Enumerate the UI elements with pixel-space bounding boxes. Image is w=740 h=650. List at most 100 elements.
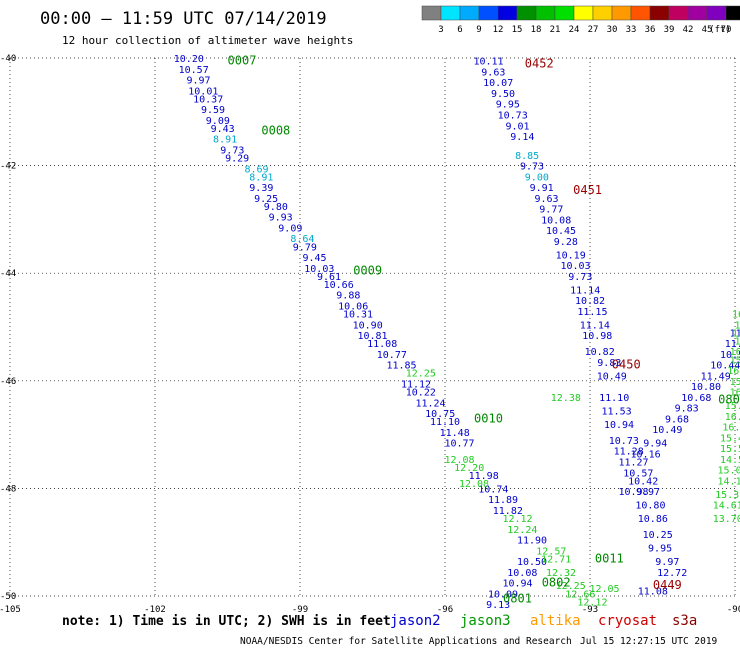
wave-height-point: 11.27	[618, 458, 648, 469]
wave-height-point: 14.57	[720, 455, 740, 466]
wave-height-point: 10.94	[604, 420, 634, 431]
wave-height-point: 9.95	[648, 544, 672, 555]
legend-item-altika: altika	[530, 613, 581, 629]
pass-label: 0801	[503, 592, 532, 606]
colorbar-tick-label: 21	[550, 25, 561, 35]
wave-height-point: 9.91	[530, 183, 554, 194]
colorbar-tick-label: 45	[702, 25, 713, 35]
wave-height-point: 10.68	[681, 393, 711, 404]
wave-height-point: 9.77	[539, 205, 563, 216]
colorbar-swatch	[668, 5, 689, 21]
colorbar-tick-label: 3	[438, 25, 443, 35]
wave-height-point: 9.45	[302, 253, 326, 264]
wave-height-point: 10.37	[193, 94, 223, 105]
wave-height-point: 12.08	[459, 479, 489, 490]
wave-height-point: 10.49	[597, 371, 627, 382]
wave-height-point: 11.90	[517, 536, 547, 547]
colorbar-tick-label: 36	[645, 25, 656, 35]
wave-height-point: 10.19	[556, 250, 586, 261]
wave-height-point: 9.73	[220, 145, 244, 156]
wave-height-point: 9.01	[505, 121, 529, 132]
wave-height-point: 9.61	[317, 272, 341, 283]
plot-grid	[9, 57, 736, 597]
x-tick-label: -96	[437, 605, 453, 615]
wave-height-point: 15.99	[725, 401, 740, 412]
colorbar-swatch	[611, 5, 632, 21]
wave-height-point: 12.38	[551, 393, 581, 404]
wave-height-point: 10.77	[444, 439, 474, 450]
wave-height-point: 16.66	[725, 412, 740, 423]
wave-height-point: 9.68	[665, 414, 689, 425]
wave-height-point: 10.82	[575, 296, 605, 307]
wave-height-point: 14.19	[718, 476, 740, 487]
colorbar-swatch	[573, 5, 594, 21]
wave-height-point: 10.73	[498, 110, 528, 121]
wave-height-point: 10.11	[473, 57, 503, 68]
pass-label: 0011	[595, 551, 624, 565]
wave-height-point: 10.49	[652, 425, 682, 436]
colorbar-tick-label: 24	[569, 25, 580, 35]
wave-height-point: 10.03	[304, 264, 334, 275]
wave-height-point: 11.24	[415, 398, 445, 409]
pass-label: 0009	[353, 264, 382, 278]
pass-label: 0007	[228, 54, 257, 68]
color-bar: 3 6 9 12 15 18 21 24 27 30 33 36 39 42 45 70(ft)	[421, 5, 740, 35]
wave-height-point: 8.85	[515, 151, 539, 162]
colorbar-swatch	[630, 5, 651, 21]
wave-height-point: 11.43	[725, 339, 740, 350]
wave-height-point: 9.79	[293, 242, 317, 253]
wave-height-point: 12.20	[454, 463, 484, 474]
x-tick-label: -99	[292, 605, 308, 615]
colorbar-tick-label: 39	[664, 25, 675, 35]
wave-height-point: 10.09	[488, 589, 518, 600]
wave-height-point: 9.83	[597, 358, 621, 369]
wave-height-point: 11.10	[430, 417, 460, 428]
x-tick-label: -93	[582, 605, 598, 615]
colorbar-swatch	[497, 5, 518, 21]
wave-height-point: 18.26	[734, 320, 740, 331]
wave-height-point: 10.57	[179, 65, 209, 76]
wave-height-point: 10.77	[377, 350, 407, 361]
colorbar-swatch	[687, 5, 708, 21]
wave-height-point: 9.94	[643, 439, 667, 450]
wave-height-point: 11.10	[599, 393, 629, 404]
wave-height-point: 11.98	[469, 471, 499, 482]
wave-height-point: 11.28	[614, 447, 644, 458]
wave-height-point: 10.80	[635, 501, 665, 512]
wave-height-point: 15.33	[715, 490, 740, 501]
y-tick-label: -46	[0, 377, 16, 387]
colorbar-unit: (ft)	[709, 25, 731, 35]
wave-height-point: 11.12	[401, 379, 431, 390]
pass-label: 0450	[612, 358, 641, 372]
wave-height-point: 9.59	[201, 105, 225, 116]
wave-height-point: 12.57	[536, 546, 566, 557]
wave-height-point: 16.15	[722, 423, 740, 434]
wave-height-point: 9.95	[496, 100, 520, 111]
colorbar-swatch	[649, 5, 670, 21]
y-tick-label: -44	[0, 269, 16, 279]
wave-height-point: 12.24	[507, 525, 537, 536]
colorbar-tick-label: 33	[626, 25, 637, 35]
wave-height-point: 16.29	[727, 366, 740, 377]
wave-height-point: 12.66	[565, 589, 595, 600]
wave-height-point: 11.08	[638, 587, 668, 598]
colorbar-swatch	[725, 5, 740, 21]
pass-label: 0802	[542, 576, 571, 590]
legend-item-cryosat: cryosat	[598, 613, 657, 629]
chart-subtitle: 12 hour collection of altimeter wave hei…	[62, 34, 353, 47]
wave-height-point: 14.61	[713, 501, 740, 512]
chart-title: 00:00 – 11:59 UTC 07/14/2019	[40, 9, 327, 29]
legend-item-jason2: jason2	[390, 613, 441, 629]
colorbar-swatch	[592, 5, 613, 21]
wave-height-point: 12.32	[546, 568, 576, 579]
footer-timestamp: Jul 15 12:27:15 UTC 2019	[580, 636, 718, 647]
wave-height-point: 9.50	[491, 89, 515, 100]
wave-height-point: 15.80	[730, 355, 740, 366]
wave-height-point: 9.73	[520, 162, 544, 173]
wave-height-point: 12.25	[556, 581, 586, 592]
colorbar-tick-label: 30	[607, 25, 618, 35]
wave-height-point: 10.25	[643, 530, 673, 541]
colorbar-tick-label: 6	[457, 25, 462, 35]
wave-height-point: 8.91	[249, 172, 273, 183]
colorbar-tick-label: 12	[493, 25, 504, 35]
